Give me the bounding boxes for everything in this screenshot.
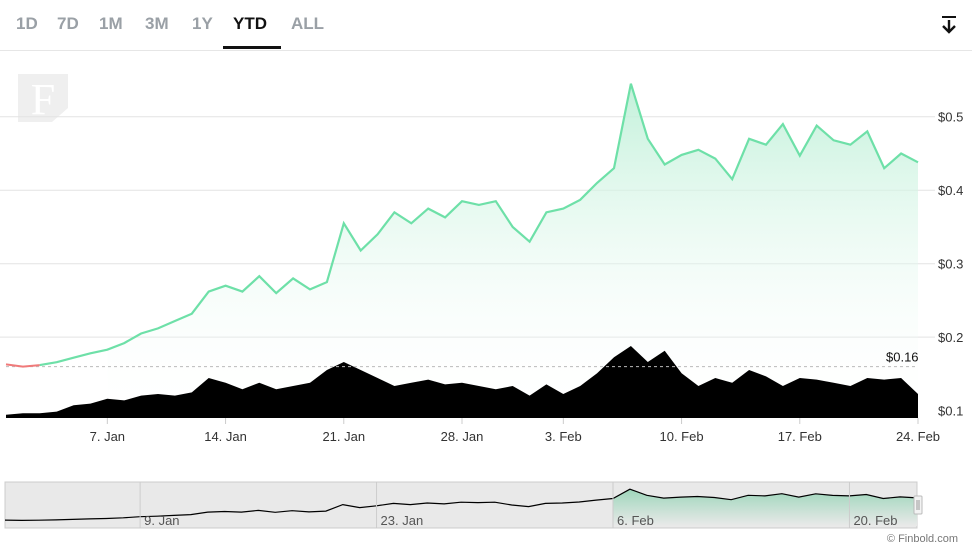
x-tick-label: 17. Feb: [778, 429, 822, 444]
svg-text:F: F: [31, 75, 55, 124]
price-area: [107, 83, 919, 418]
y-axis-labels: $0.1 $0.2 $0.3 $0.4 $0.5: [938, 110, 963, 419]
navigator-line: [4, 488, 918, 522]
x-tick-label: 14. Jan: [204, 429, 247, 444]
x-tick-label: 10. Feb: [660, 429, 704, 444]
tab-all[interactable]: ALL: [291, 14, 325, 33]
tab-7d[interactable]: 7D: [57, 14, 79, 33]
y-tick-label: $0.4: [938, 183, 963, 198]
price-line-up: [39, 83, 919, 367]
active-tab-underline: [223, 46, 281, 49]
navigator-ticks: 9. Jan 23. Jan 6. Feb 20. Feb: [139, 482, 898, 528]
navigator-tick-label: 23. Jan: [381, 513, 424, 528]
navigator-tick-label: 9. Jan: [144, 513, 179, 528]
navigator-tick-label: 20. Feb: [853, 513, 897, 528]
navigator-tick-label: 6. Feb: [617, 513, 654, 528]
tab-ytd[interactable]: YTD: [233, 14, 267, 33]
x-tick-label: 21. Jan: [322, 429, 365, 444]
download-arrow-icon[interactable]: [940, 14, 958, 36]
tab-3m[interactable]: 3M: [145, 14, 169, 33]
x-tick-label: 7. Jan: [90, 429, 125, 444]
tab-1m[interactable]: 1M: [99, 14, 123, 33]
x-tick-label: 24. Feb: [896, 429, 940, 444]
range-tab-bar: 1D 7D 1M 3M 1Y YTD ALL: [0, 0, 972, 51]
y-tick-label: $0.2: [938, 330, 963, 345]
navigator-area: [613, 489, 917, 526]
range-navigator[interactable]: 9. Jan 23. Jan 6. Feb 20. Feb: [4, 481, 923, 529]
volume-area: [6, 346, 918, 418]
y-tick-label: $0.3: [938, 257, 963, 272]
y-tick-label: $0.1: [938, 404, 963, 419]
tab-1d[interactable]: 1D: [16, 14, 38, 33]
current-price-label: $0.16: [886, 350, 919, 365]
navigator-handle-right[interactable]: [913, 495, 923, 515]
finbold-credit: © Finbold.com: [886, 533, 958, 545]
y-tick-label: $0.5: [938, 110, 963, 125]
x-tick-label: 28. Jan: [441, 429, 484, 444]
price-line-down: [5, 363, 40, 368]
x-tick-label: 3. Feb: [545, 429, 582, 444]
x-axis-labels: 7. Jan 14. Jan 21. Jan 28. Jan 3. Feb 10. Feb…: [90, 418, 940, 444]
finbold-watermark-logo: F: [18, 74, 68, 124]
price-chart: F $0.1 $0.2 $0.3 $0.4 $0.5 7. Jan 14. Jan 21. …: [0, 74, 963, 529]
tab-1y[interactable]: 1Y: [192, 14, 213, 33]
